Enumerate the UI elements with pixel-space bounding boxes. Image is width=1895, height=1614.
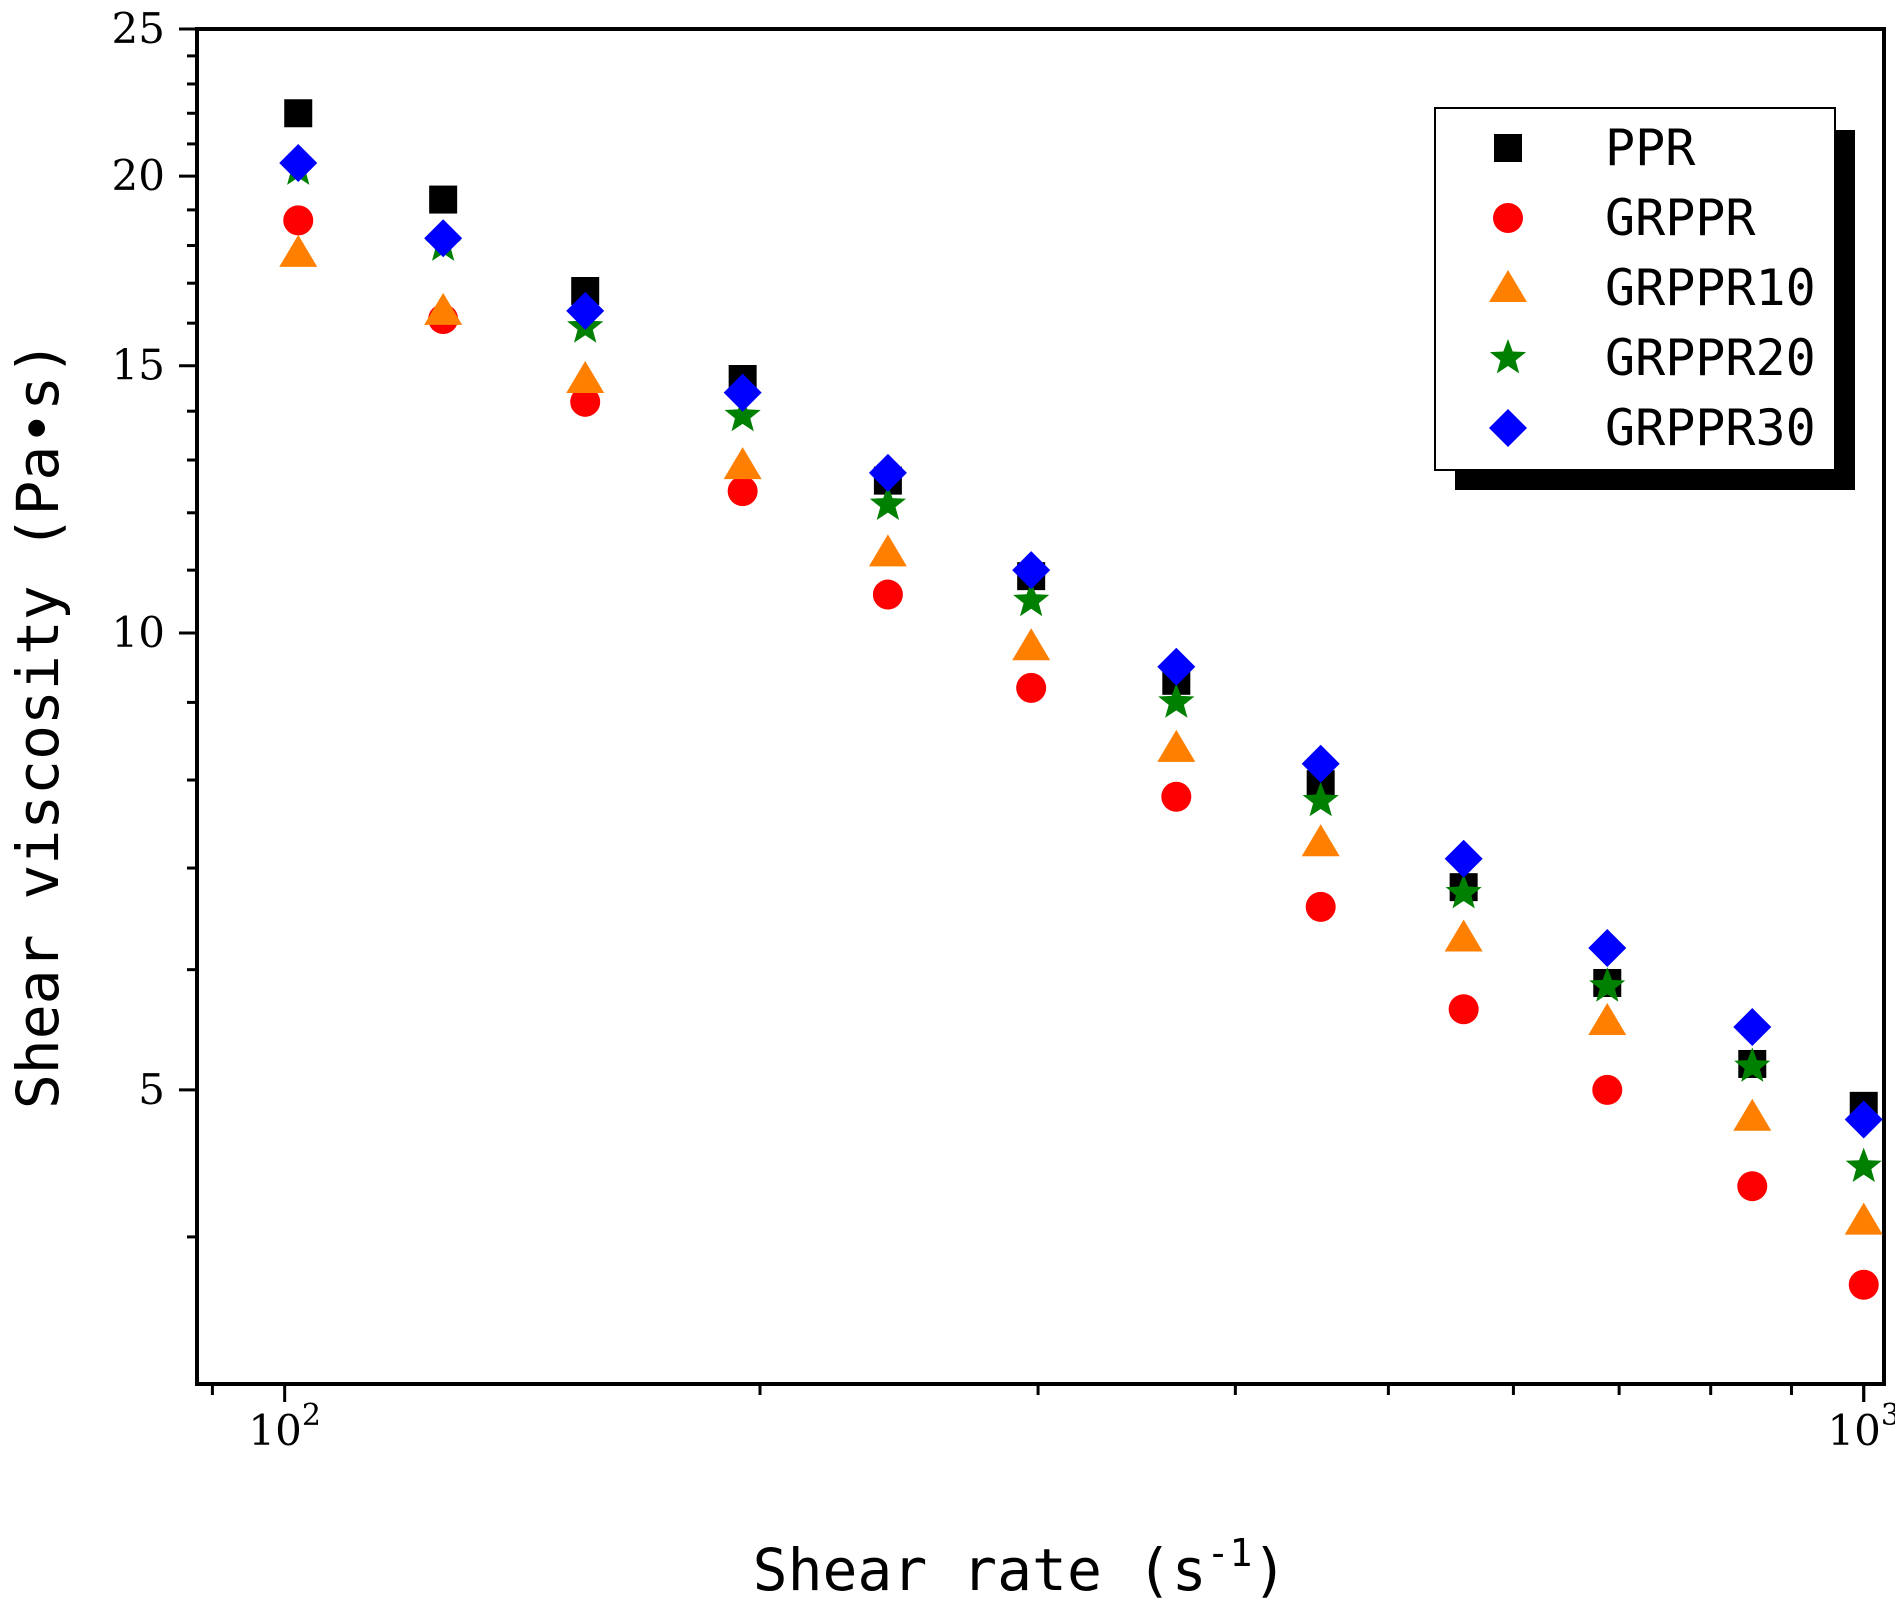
data-point-grppr — [1448, 994, 1479, 1025]
data-point-grppr — [1592, 1074, 1623, 1105]
data-point-grppr10 — [1733, 1098, 1772, 1131]
data-point-grppr20 — [1445, 874, 1482, 909]
data-point-grppr20 — [1158, 683, 1195, 718]
data-point-grppr — [1737, 1171, 1768, 1202]
data-point-grppr — [727, 476, 758, 507]
plot-frame — [195, 27, 1886, 1386]
data-point-grppr30 — [1012, 551, 1051, 590]
legend-marker-grppr10 — [1489, 270, 1527, 302]
y-axis-ticks: 5 10 15 20 25 — [112, 4, 197, 1239]
y-tick-label: 15 — [112, 341, 165, 390]
data-point-grppr — [283, 205, 314, 236]
legend-marker-ppr — [1494, 134, 1522, 162]
data-point-grppr30 — [1157, 647, 1196, 686]
data-point-grppr10 — [723, 447, 762, 480]
legend-label-grppr: GRPPR — [1605, 189, 1756, 247]
data-point-grppr — [570, 386, 601, 417]
data-point-grppr10 — [1157, 729, 1196, 762]
x-axis-ticks: 102 103 — [210, 1384, 1895, 1455]
x-axis-title-exponent: -1 — [1207, 1531, 1253, 1575]
legend-label-ppr: PPR — [1605, 119, 1696, 177]
data-point-grppr30 — [1588, 929, 1627, 968]
series-grppr30 — [279, 144, 1883, 1139]
series-grppr10 — [279, 234, 1883, 1235]
data-point-grppr10 — [279, 234, 318, 267]
legend-marker-grppr30 — [1489, 409, 1527, 447]
y-tick-label: 25 — [112, 4, 165, 53]
x-tick-label: 102 — [248, 1398, 321, 1455]
data-point-ppr — [429, 185, 458, 214]
series-grppr — [283, 205, 1879, 1300]
legend-label-grppr30: GRPPR30 — [1605, 399, 1816, 457]
data-points — [279, 99, 1883, 1300]
legend-marker-grppr20 — [1489, 339, 1527, 374]
data-point-grppr — [1848, 1269, 1879, 1300]
data-point-grppr30 — [868, 453, 907, 492]
x-axis-title-close: ) — [1252, 1536, 1287, 1604]
y-tick-label: 10 — [112, 608, 165, 657]
data-point-grppr10 — [1844, 1202, 1883, 1235]
data-point-grppr10 — [424, 292, 463, 325]
data-point-grppr30 — [566, 291, 605, 330]
y-tick-label: 5 — [138, 1065, 165, 1114]
x-axis-title-text: Shear rate (s — [753, 1536, 1207, 1604]
data-point-grppr20 — [1845, 1147, 1882, 1182]
data-point-ppr — [284, 99, 313, 128]
data-point-grppr30 — [424, 219, 463, 258]
data-point-grppr30 — [1301, 744, 1340, 783]
legend: PPR GRPPR GRPPR10 GRPPR20 GRPPR30 — [1434, 107, 1855, 490]
data-point-grppr10 — [566, 361, 605, 394]
data-point-grppr10 — [868, 534, 907, 567]
data-point-grppr20 — [1013, 581, 1050, 617]
data-point-grppr20 — [1302, 782, 1339, 817]
legend-marker-grppr — [1493, 203, 1523, 233]
data-point-grppr10 — [1012, 628, 1051, 661]
data-point-grppr20 — [724, 396, 761, 432]
legend-items: PPR GRPPR GRPPR10 GRPPR20 GRPPR30 — [1489, 119, 1816, 457]
data-point-grppr30 — [1844, 1100, 1883, 1139]
x-axis-title: Shear rate (s-1) — [753, 1531, 1288, 1604]
data-point-grppr20 — [1734, 1047, 1771, 1082]
data-point-grppr — [1016, 672, 1047, 703]
data-point-grppr20 — [869, 485, 906, 520]
data-point-grppr10 — [1588, 1003, 1627, 1036]
data-point-grppr30 — [723, 373, 762, 412]
x-tick-label: 103 — [1827, 1398, 1895, 1455]
legend-label-grppr20: GRPPR20 — [1605, 329, 1816, 387]
legend-label-grppr10: GRPPR10 — [1605, 259, 1816, 317]
data-point-grppr10 — [1444, 919, 1483, 952]
data-point-grppr10 — [1301, 824, 1340, 857]
y-tick-label: 20 — [112, 151, 165, 200]
data-point-grppr — [1305, 891, 1336, 922]
data-point-grppr30 — [1444, 839, 1483, 878]
data-point-grppr20 — [1589, 967, 1626, 1002]
data-point-grppr — [872, 579, 903, 610]
y-axis-title: Shear viscosity (Pa•s) — [4, 341, 72, 1109]
data-point-grppr30 — [279, 144, 318, 183]
data-point-grppr30 — [1733, 1008, 1772, 1047]
data-point-grppr — [1161, 781, 1192, 812]
